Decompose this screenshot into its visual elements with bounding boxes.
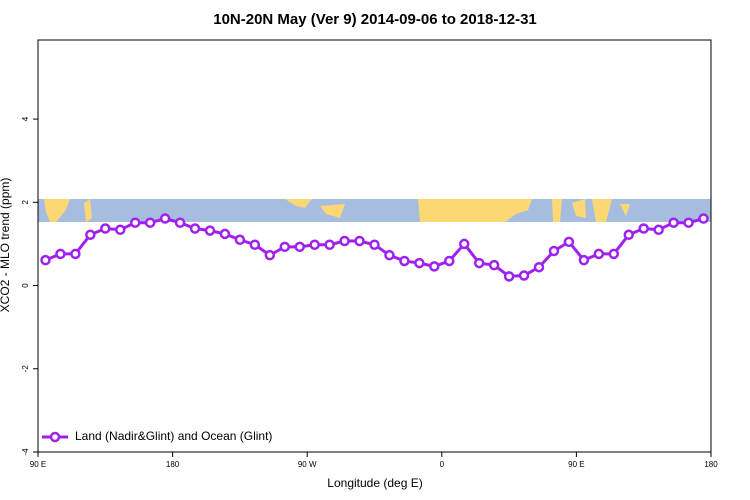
data-point [309,239,320,251]
x-tick-label: 90 W [298,460,317,469]
x-tick-label: 180 [166,460,180,469]
legend-label: Land (Nadir&Glint) and Ocean (Glint) [75,429,272,443]
data-point [623,229,634,241]
y-tick-label: 2 [21,200,30,205]
data-point [518,270,530,281]
x-tick-label: 90 E [30,460,46,469]
data-point [70,248,81,260]
plot-frame [37,39,712,453]
y-tick-label: 0 [21,283,30,288]
land [572,199,586,218]
data-point [578,254,590,266]
data-point [399,255,410,267]
x-tick-label: 180 [704,460,718,469]
land [620,204,630,216]
data-point [593,248,605,260]
data-point [174,217,186,228]
data-point [384,249,395,261]
data-point [698,213,709,224]
land [552,199,562,222]
ocean-band [38,199,711,222]
land [418,199,532,222]
data-point [294,241,305,253]
data-point [55,248,66,260]
data-point [264,249,276,261]
land [320,204,345,218]
data-point [503,271,515,282]
data-point [414,257,425,269]
data-point [429,261,440,272]
data-point [653,224,664,236]
data-point [85,229,96,241]
y-tick-label: 4 [21,116,30,121]
data-point [279,241,291,253]
land [44,199,70,222]
data-point [548,245,560,257]
data-point [444,255,455,267]
x-tick-label: 90 E [568,460,584,469]
data-point [668,217,679,228]
data-point [115,224,126,236]
data-point [219,228,231,240]
data-point [563,236,575,248]
y-tick-label: -4 [21,448,30,456]
data-point [100,223,111,234]
data-point [638,223,649,234]
data-point [40,254,51,266]
data-point [249,239,261,251]
data-point [204,225,216,236]
data-point [339,235,350,247]
land [592,199,612,222]
data-point [144,217,156,228]
data-point [488,259,500,271]
data-point [369,239,380,251]
data-point [473,257,485,269]
data-point [324,239,335,251]
data-point [608,248,620,260]
land [285,199,312,208]
data-point [683,217,694,228]
y-tick-label: -2 [21,365,30,373]
data-point [354,235,365,247]
data-point [458,238,470,250]
land [84,199,92,222]
data-point [234,234,246,246]
map-band [38,199,711,222]
data-point [159,213,171,224]
x-tick-label: 0 [440,460,445,469]
x-axis-label: Longitude (deg E) [327,476,422,490]
legend-marker [49,431,61,443]
data-point [533,261,545,273]
data-point [129,217,141,228]
y-axis-label: XCO2 - MLO trend (ppm) [0,178,12,313]
chart-title: 10N-20N May (Ver 9) 2014-09-06 to 2018-1… [213,11,537,28]
data-point [189,223,201,234]
